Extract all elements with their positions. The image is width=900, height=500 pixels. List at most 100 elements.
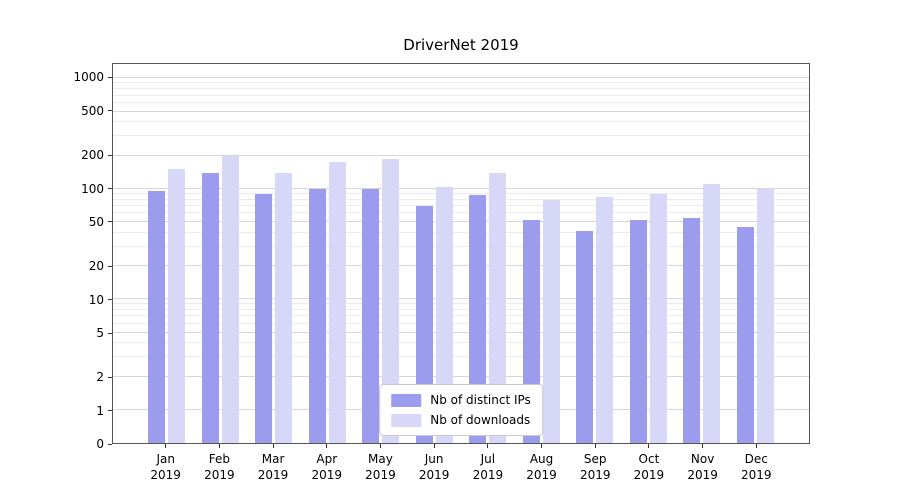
gridline-major: [113, 375, 809, 377]
x-tick-label: Feb 2019: [204, 452, 235, 483]
legend: Nb of distinct IPs Nb of downloads: [379, 384, 543, 436]
bar-nb-of-downloads-may: [382, 159, 400, 443]
chart-title: DriverNet 2019: [403, 36, 519, 54]
x-tick-label: Jun 2019: [418, 452, 450, 483]
x-tickmark: [379, 444, 381, 448]
y-tick-label: 2: [96, 370, 104, 385]
legend-swatch-distinct-ips: [391, 393, 422, 407]
bar-nb-of-downloads-sep: [596, 196, 614, 443]
gridline-major: [113, 331, 809, 333]
bar-nb-of-downloads-nov: [703, 184, 721, 443]
bar-nb-of-distinct-ips-apr: [308, 188, 326, 443]
y-tick-label: 20: [88, 259, 104, 274]
bar-nb-of-downloads-mar: [275, 172, 293, 443]
gridline-major: [113, 154, 809, 156]
x-tick-label: Apr 2019: [311, 452, 343, 483]
x-tickmark: [272, 444, 274, 448]
bar-nb-of-distinct-ips-dec: [736, 227, 754, 443]
gridline-major: [113, 265, 809, 267]
gridline-minor: [113, 101, 809, 103]
gridline-minor: [113, 315, 809, 317]
x-tickmark: [594, 444, 596, 448]
x-tick-label: Sep 2019: [579, 452, 611, 483]
legend-swatch-downloads: [391, 413, 422, 427]
x-tick-label: May 2019: [365, 452, 396, 483]
bar-nb-of-downloads-jan: [168, 169, 186, 443]
gridline-minor: [113, 303, 809, 305]
y-tick-label: 50: [88, 214, 104, 229]
y-tick-label: 500: [81, 103, 104, 118]
gridline-minor: [113, 342, 809, 344]
bar-nb-of-distinct-ips-oct: [629, 220, 647, 443]
bar-nb-of-distinct-ips-nov: [683, 217, 701, 443]
x-tick-label: Mar 2019: [257, 452, 289, 483]
x-tickmark: [702, 444, 704, 448]
bar-nb-of-distinct-ips-may: [362, 188, 380, 443]
gridline-major: [113, 110, 809, 112]
x-tick-label: Oct 2019: [633, 452, 665, 483]
x-tickmark: [541, 444, 543, 448]
x-tick-label: Nov 2019: [687, 452, 718, 483]
y-tick-label: 1: [96, 403, 104, 418]
y-tick-label: 1000: [73, 70, 104, 85]
y-tick-label: 10: [88, 292, 104, 307]
gridline-minor: [113, 356, 809, 358]
gridline-major: [113, 187, 809, 189]
bar-nb-of-downloads-feb: [221, 155, 239, 443]
gridline-minor: [113, 82, 809, 84]
x-tick-label: Jul 2019: [472, 452, 504, 483]
legend-label-distinct-ips: Nb of distinct IPs: [430, 393, 531, 407]
gridline-minor: [113, 205, 809, 206]
gridline-major: [113, 221, 809, 223]
gridline-minor: [113, 231, 809, 233]
x-tickmark: [487, 444, 489, 448]
y-tickmark: [108, 154, 112, 156]
gridline-minor: [113, 212, 809, 214]
x-tickmark: [165, 444, 167, 448]
y-tickmark: [108, 110, 112, 112]
gridline-minor: [113, 88, 809, 90]
x-tickmark: [648, 444, 650, 448]
y-tickmark: [108, 265, 112, 267]
gridline-minor: [113, 309, 809, 311]
y-tickmark: [108, 299, 112, 301]
y-tickmark: [108, 188, 112, 190]
y-tick-label: 5: [96, 326, 104, 341]
bar-nb-of-downloads-jul: [489, 172, 507, 443]
y-tick-label: 100: [81, 181, 104, 196]
bar-nb-of-downloads-dec: [756, 188, 774, 443]
x-tick-label: Dec 2019: [741, 452, 772, 483]
bar-nb-of-downloads-oct: [649, 193, 667, 443]
y-tick-label: 200: [81, 148, 104, 163]
y-tickmark: [108, 443, 112, 445]
bar-nb-of-distinct-ips-feb: [201, 172, 219, 443]
gridline-major: [113, 77, 809, 79]
bar-nb-of-distinct-ips-mar: [255, 193, 273, 443]
y-tickmark: [108, 221, 112, 223]
x-tickmark: [755, 444, 757, 448]
bar-nb-of-downloads-aug: [542, 199, 560, 443]
gridline-minor: [113, 322, 809, 324]
gridline-minor: [113, 192, 809, 194]
bar-nb-of-downloads-apr: [328, 162, 346, 443]
y-tick-label: 0: [96, 437, 104, 451]
bar-nb-of-distinct-ips-jun: [415, 206, 433, 443]
y-tickmark: [108, 410, 112, 412]
gridline-minor: [113, 245, 809, 247]
bar-nb-of-downloads-jun: [435, 186, 453, 443]
y-tickmark: [108, 76, 112, 78]
y-tickmark: [108, 332, 112, 334]
x-tickmark: [218, 444, 220, 448]
y-tickmark: [108, 376, 112, 378]
gridline-minor: [113, 94, 809, 96]
gridline-major: [113, 298, 809, 300]
x-tickmark: [433, 444, 435, 448]
gridline-minor: [113, 198, 809, 200]
bar-nb-of-distinct-ips-sep: [576, 230, 594, 443]
legend-item-downloads: Nb of downloads: [391, 413, 531, 427]
bar-nb-of-distinct-ips-jul: [469, 195, 487, 443]
x-tickmark: [326, 444, 328, 448]
gridline-minor: [113, 121, 809, 123]
plot-area: Nb of distinct IPs Nb of downloads: [112, 63, 810, 444]
